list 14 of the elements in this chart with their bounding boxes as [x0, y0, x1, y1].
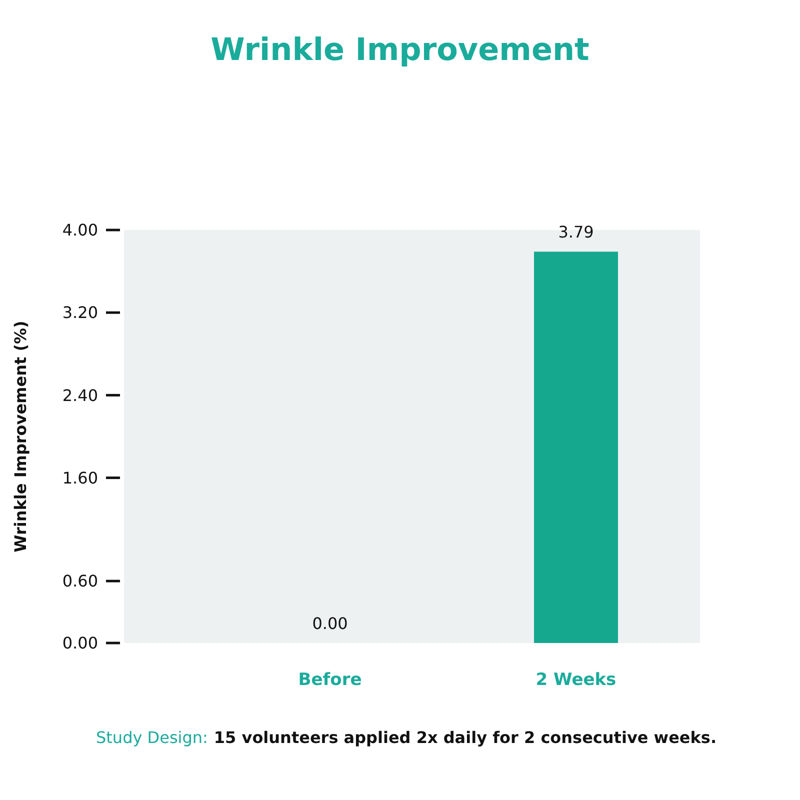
y-tick-label: 1.60	[62, 468, 98, 488]
data-label: 3.79	[558, 222, 594, 242]
x-tick-label: 2 Weeks	[536, 670, 616, 690]
y-tick-label: 3.20	[62, 303, 98, 322]
y-axis-title: Wrinkle Improvement (%)	[11, 320, 30, 552]
y-tick-label: 0.00	[62, 634, 98, 653]
text: 15 volunteers applied 2x daily for 2 consecutive weeks.	[214, 728, 717, 747]
text: Study Design:	[96, 728, 208, 747]
data-label: 0.00	[312, 614, 348, 633]
chart-title: Wrinkle Improvement	[210, 32, 590, 68]
y-tick-label: 4.00	[62, 220, 98, 240]
y-tick-label: 0.60	[62, 572, 98, 591]
y-tick-label: 2.40	[62, 386, 98, 405]
x-tick-label: Before	[298, 670, 362, 690]
